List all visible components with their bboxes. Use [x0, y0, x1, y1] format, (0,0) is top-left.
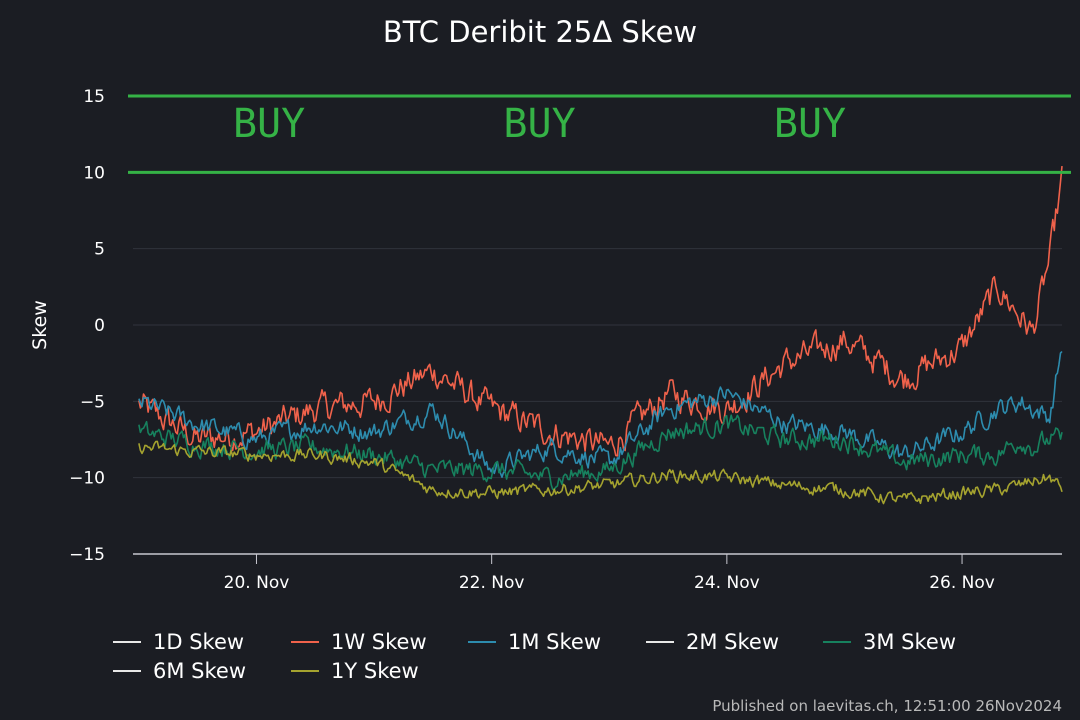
legend-label: 1Y Skew	[331, 659, 419, 683]
legend-item[interactable]: 1D Skew	[113, 630, 244, 654]
legend-label: 1D Skew	[153, 630, 244, 654]
y-tick-label: 0	[94, 316, 105, 336]
legend-item[interactable]: 1M Skew	[468, 630, 601, 654]
x-tick-label: 20. Nov	[224, 573, 290, 593]
series-line-3m-skew	[138, 414, 1063, 491]
x-tick-label: 26. Nov	[929, 573, 995, 593]
credit-text: Published on laevitas.ch, 12:51:00 26Nov…	[712, 697, 1062, 715]
series-line-1w-skew	[138, 166, 1063, 457]
threshold-lines	[128, 94, 1071, 174]
legend-label: 2M Skew	[686, 630, 779, 654]
legend-item[interactable]: 1W Skew	[291, 630, 427, 654]
y-tick-label: −15	[69, 545, 105, 565]
buy-annotation: BUY	[233, 101, 305, 147]
legend-label: 1M Skew	[508, 630, 601, 654]
legend-label: 1W Skew	[331, 630, 427, 654]
series-lines	[138, 166, 1063, 505]
legend-item[interactable]: 1Y Skew	[291, 659, 419, 683]
y-axis-label: Skew	[29, 300, 51, 350]
buy-annotation: BUY	[503, 101, 575, 147]
buy-annotations: BUY BUY BUY	[233, 101, 846, 147]
y-tick-label: 5	[94, 240, 105, 260]
chart-title: BTC Deribit 25Δ Skew	[383, 15, 697, 49]
y-tick-label: −5	[80, 392, 105, 412]
legend-item[interactable]: 6M Skew	[113, 659, 246, 683]
y-tick-label: −10	[69, 469, 105, 489]
legend-item[interactable]: 2M Skew	[646, 630, 779, 654]
buy-annotation: BUY	[774, 101, 846, 147]
x-axis-ticks: 20. Nov 22. Nov 24. Nov 26. Nov	[224, 554, 995, 593]
y-tick-label: 10	[83, 163, 105, 183]
x-tick-label: 24. Nov	[694, 573, 760, 593]
legend: 1D Skew 1W Skew 1M Skew 2M Skew 3M Skew 6M Sk…	[113, 630, 956, 683]
x-tick-label: 22. Nov	[459, 573, 525, 593]
series-line-1y-skew	[138, 440, 1063, 505]
legend-label: 3M Skew	[863, 630, 956, 654]
y-axis-ticks: 15 10 5 0 −5 −10 −15	[69, 87, 105, 565]
legend-item[interactable]: 3M Skew	[823, 630, 956, 654]
series-line-1m-skew	[138, 350, 1063, 479]
y-tick-label: 15	[83, 87, 105, 107]
legend-label: 6M Skew	[153, 659, 246, 683]
